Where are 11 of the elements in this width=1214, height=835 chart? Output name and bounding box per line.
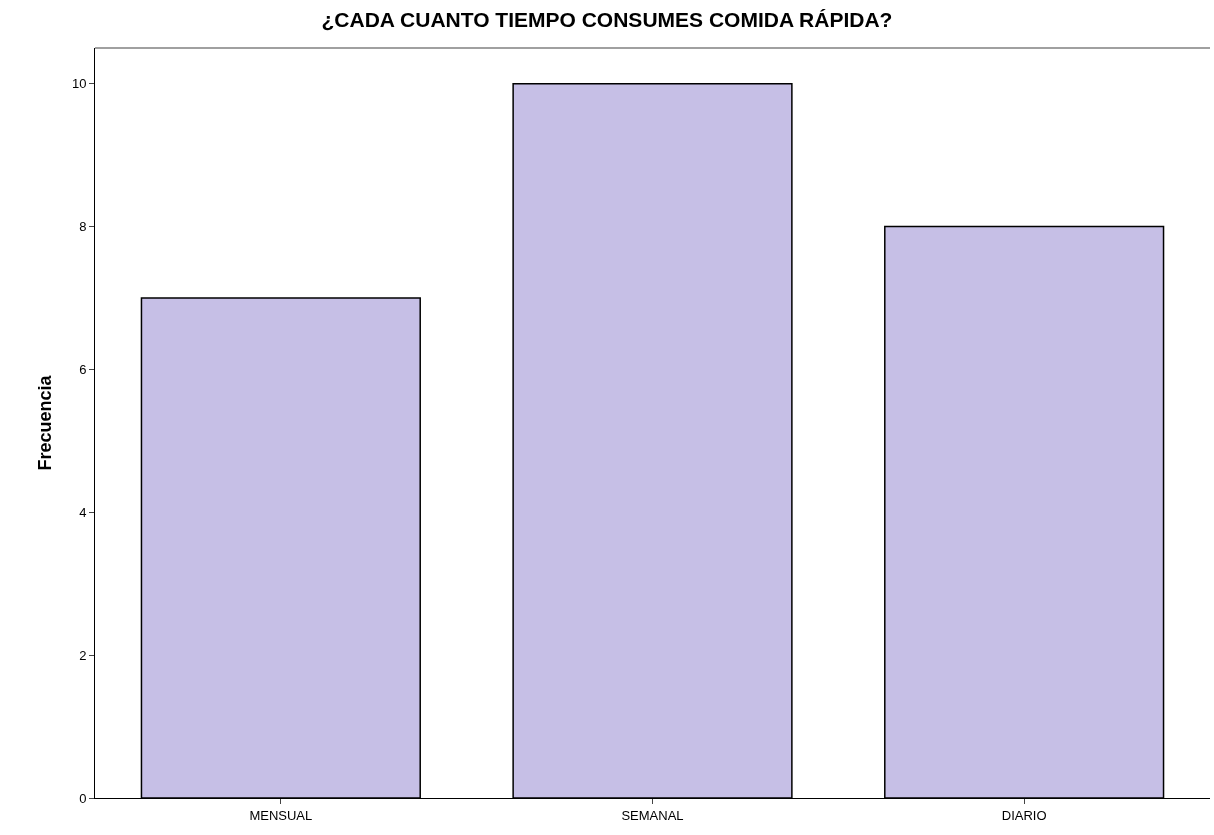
x-tick-label: MENSUAL [249,807,313,823]
y-tick-label: 0 [79,790,87,806]
chart-title: ¿CADA CUANTO TIEMPO CONSUMES COMIDA RÁPIDA? [321,8,893,32]
y-tick-label: 4 [79,504,87,520]
y-tick-label: 8 [79,219,87,235]
y-tick-label: 6 [79,361,87,377]
y-axis-title: Frecuencia [35,374,56,471]
y-tick-label: 10 [71,76,87,92]
y-tick-label: 2 [79,647,87,663]
x-tick-label: SEMANAL [621,807,684,823]
x-tick-label: DIARIO [1001,807,1047,823]
